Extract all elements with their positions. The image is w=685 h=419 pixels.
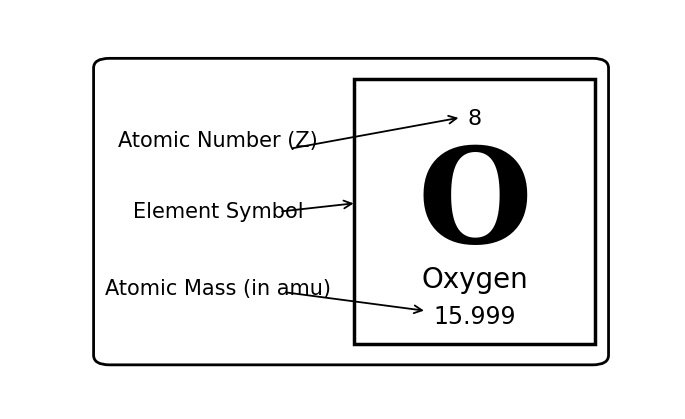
Text: 8: 8 [467, 109, 482, 129]
Text: Element Symbol: Element Symbol [133, 202, 303, 222]
Text: Atomic Number (Z): Atomic Number (Z) [119, 131, 319, 150]
Text: 15.999: 15.999 [433, 305, 516, 329]
Text: Oxygen: Oxygen [421, 266, 528, 295]
Text: O: O [417, 142, 532, 271]
Text: Atomic Mass (in amu): Atomic Mass (in amu) [105, 279, 332, 299]
FancyBboxPatch shape [94, 58, 608, 365]
Bar [353, 79, 595, 344]
